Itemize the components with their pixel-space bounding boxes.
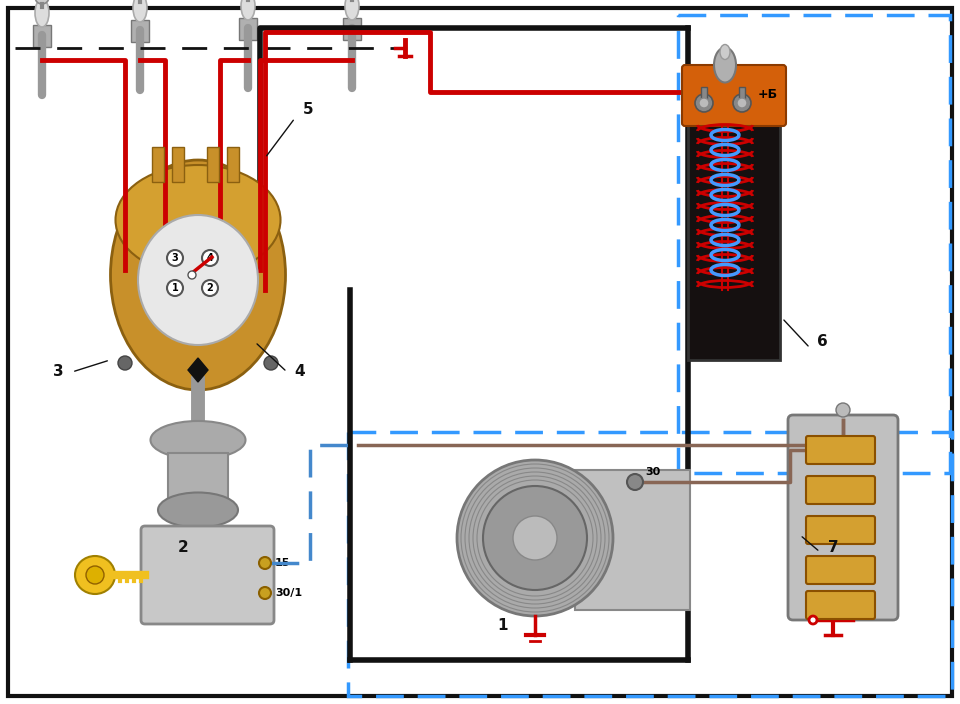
Circle shape <box>627 474 643 490</box>
Circle shape <box>836 403 850 417</box>
Circle shape <box>118 356 132 370</box>
Circle shape <box>202 280 218 296</box>
Bar <box>207 147 219 182</box>
Bar <box>739 87 745 100</box>
Bar <box>575 470 690 610</box>
Text: 30: 30 <box>645 467 660 477</box>
Polygon shape <box>188 358 208 382</box>
Circle shape <box>167 250 183 266</box>
Ellipse shape <box>75 556 115 594</box>
Circle shape <box>167 280 183 296</box>
Bar <box>172 147 184 182</box>
Bar <box>152 147 164 182</box>
Text: 1: 1 <box>497 617 508 632</box>
Ellipse shape <box>714 47 736 82</box>
Circle shape <box>695 94 713 112</box>
Ellipse shape <box>35 0 49 27</box>
Circle shape <box>733 94 751 112</box>
Bar <box>688 85 780 360</box>
Ellipse shape <box>110 160 285 390</box>
FancyBboxPatch shape <box>806 591 875 619</box>
Ellipse shape <box>151 421 246 459</box>
Text: 2: 2 <box>206 283 213 293</box>
Circle shape <box>188 271 196 279</box>
Bar <box>131 20 149 42</box>
Circle shape <box>513 516 557 560</box>
Ellipse shape <box>133 0 147 22</box>
Ellipse shape <box>138 215 258 345</box>
Text: 6: 6 <box>817 334 828 349</box>
Bar <box>343 18 361 40</box>
FancyBboxPatch shape <box>682 65 786 126</box>
Text: 4: 4 <box>206 253 213 263</box>
Circle shape <box>86 566 104 584</box>
Circle shape <box>259 557 271 569</box>
Text: 15: 15 <box>275 558 290 568</box>
Text: 30/1: 30/1 <box>275 588 302 598</box>
Bar <box>168 453 228 503</box>
Circle shape <box>809 616 817 624</box>
Bar <box>348 432 952 696</box>
Ellipse shape <box>158 493 238 527</box>
Circle shape <box>202 250 218 266</box>
Circle shape <box>457 460 613 616</box>
Text: 3: 3 <box>172 253 179 263</box>
Ellipse shape <box>345 0 359 20</box>
FancyBboxPatch shape <box>806 516 875 544</box>
Bar <box>701 87 707 100</box>
Bar <box>33 25 51 47</box>
Ellipse shape <box>115 165 280 275</box>
Circle shape <box>737 98 747 108</box>
Text: 4: 4 <box>295 365 305 379</box>
Bar <box>239 18 257 40</box>
Text: 2: 2 <box>178 541 188 555</box>
Text: 1: 1 <box>172 283 179 293</box>
Circle shape <box>699 98 709 108</box>
FancyBboxPatch shape <box>788 415 898 620</box>
Circle shape <box>483 486 587 590</box>
Text: 5: 5 <box>302 103 313 118</box>
FancyBboxPatch shape <box>806 436 875 464</box>
Circle shape <box>259 587 271 599</box>
Bar <box>678 15 950 473</box>
Text: 3: 3 <box>53 365 63 379</box>
FancyBboxPatch shape <box>141 526 274 624</box>
Text: +Б: +Б <box>758 89 779 101</box>
Bar <box>227 147 239 182</box>
Circle shape <box>35 0 49 4</box>
FancyBboxPatch shape <box>806 476 875 504</box>
Ellipse shape <box>720 44 730 60</box>
Text: 7: 7 <box>828 541 838 555</box>
FancyBboxPatch shape <box>806 556 875 584</box>
Ellipse shape <box>241 0 255 20</box>
Circle shape <box>264 356 278 370</box>
